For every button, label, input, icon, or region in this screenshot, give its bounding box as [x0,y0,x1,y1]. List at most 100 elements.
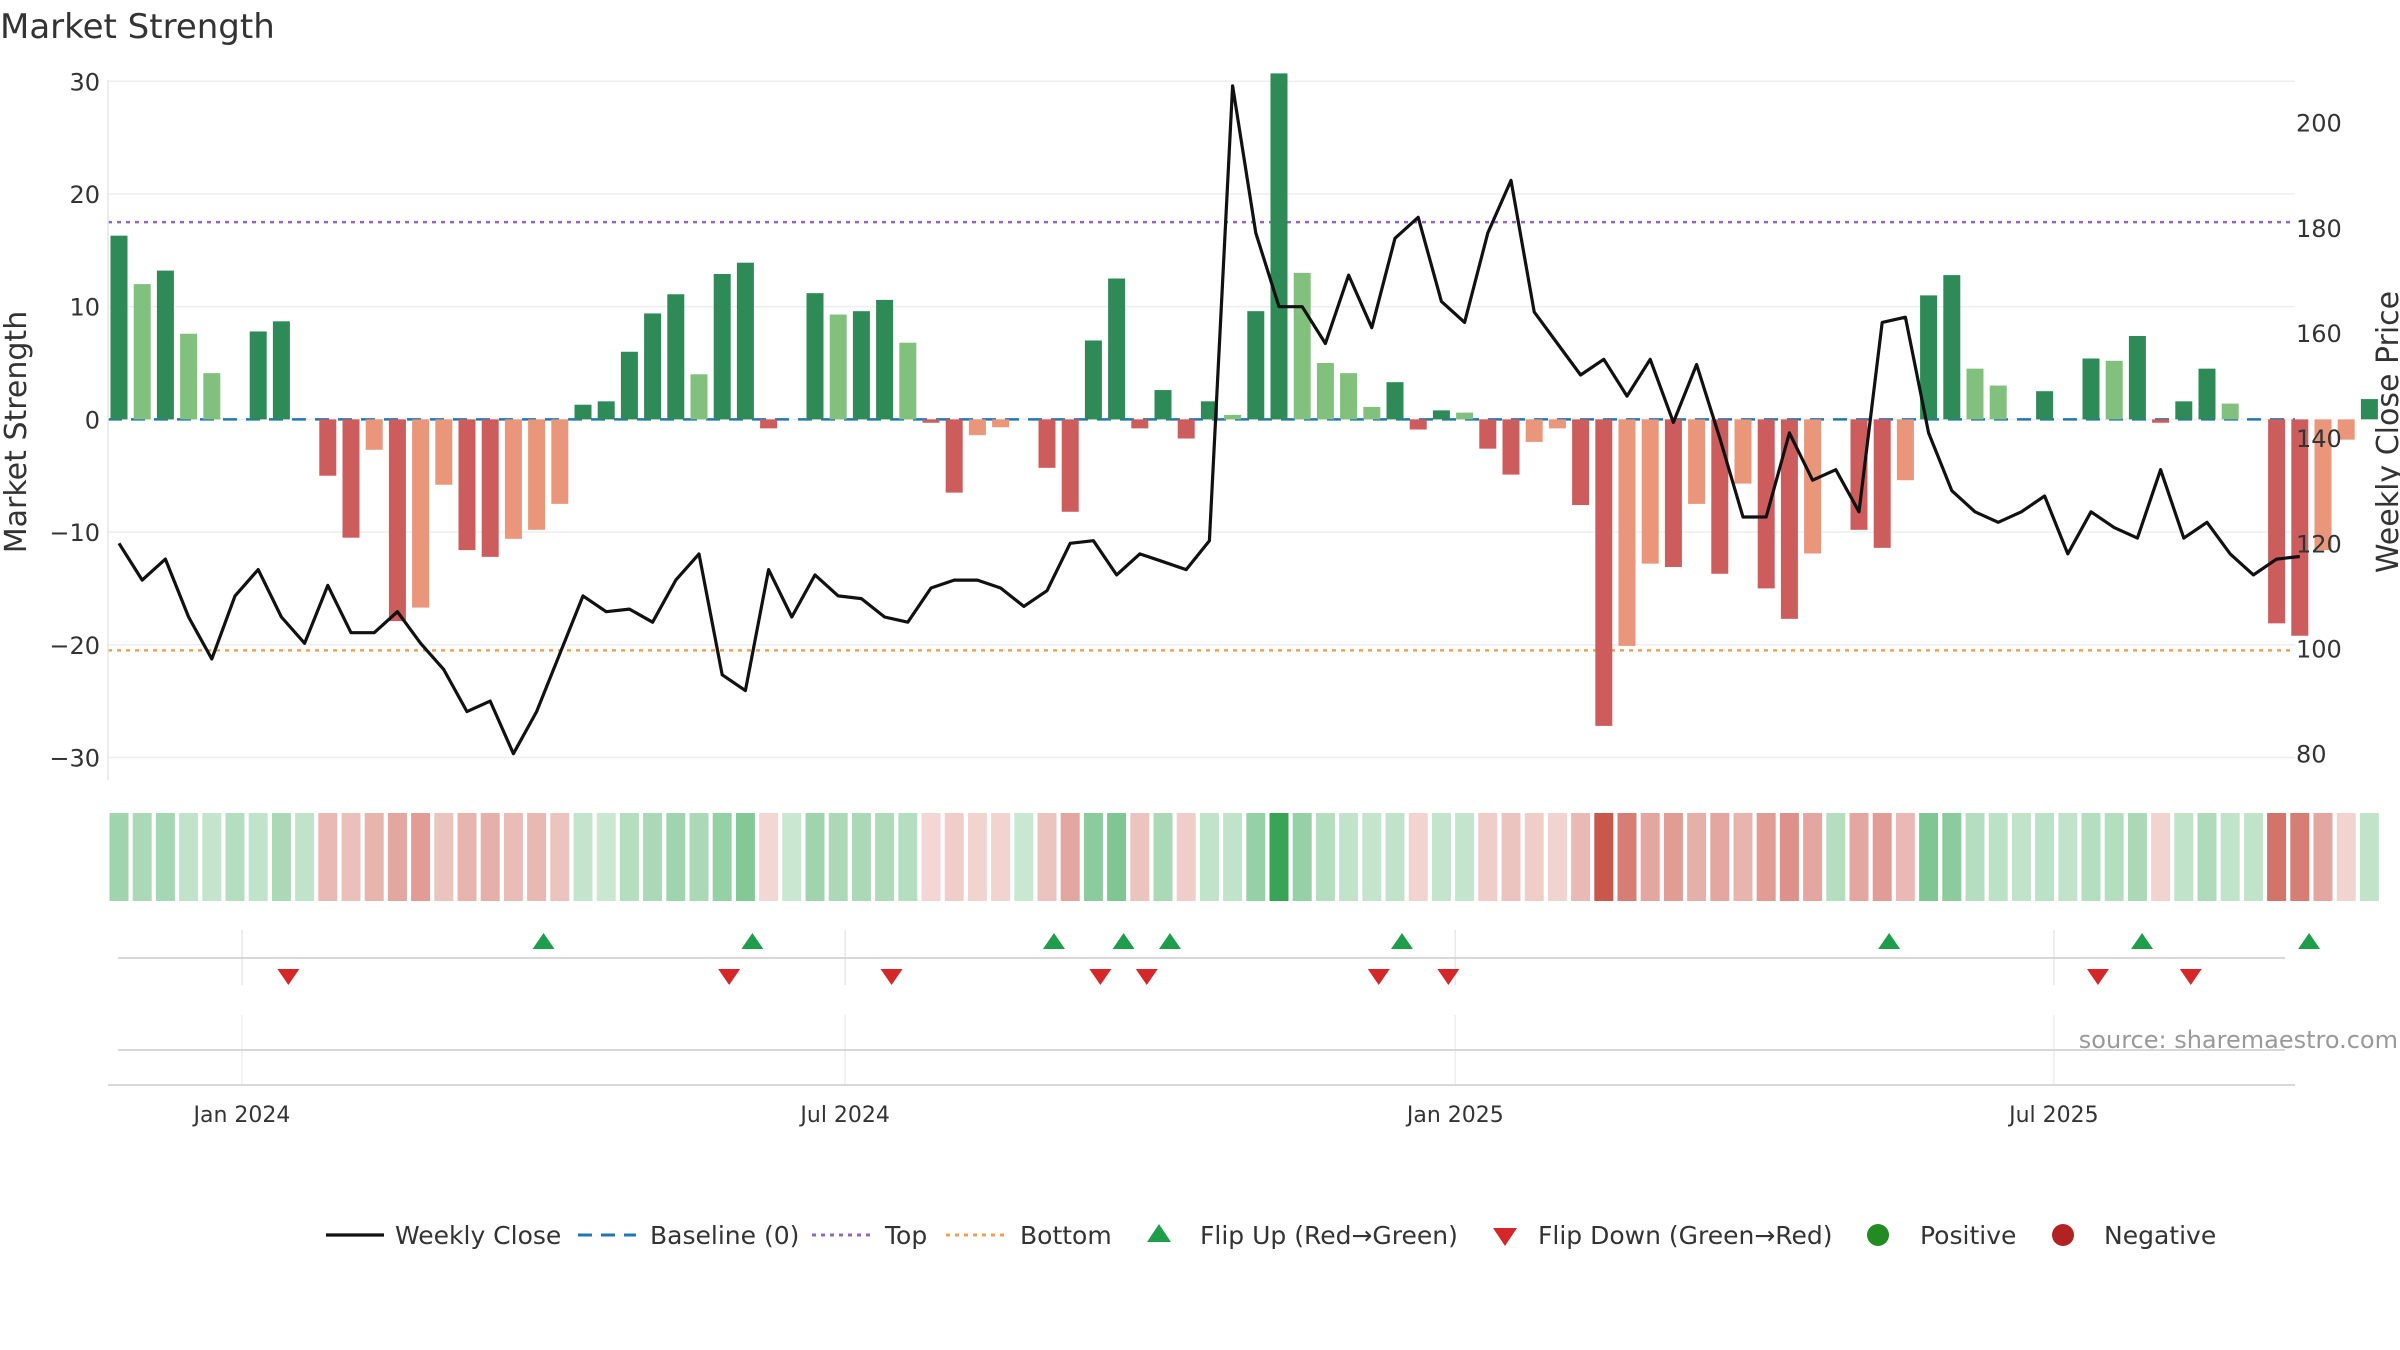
heat-cell [596,813,616,901]
heat-cell [1965,813,1985,901]
strength-bar [342,419,360,538]
strength-bar [2036,391,2054,420]
heat-cell [898,813,918,901]
heat-cell [921,813,941,901]
heat-cell [1315,813,1335,901]
strength-bar [1920,295,1938,420]
legend-swatch-flip-up [1147,1224,1171,1242]
strength-bar [852,311,870,420]
heat-cell [1037,813,1057,901]
heat-cell [225,813,245,901]
heat-cell [1199,813,1219,901]
strength-bar [1896,419,1914,481]
flip-up-marker [1112,933,1135,949]
heat-cell [1779,813,1799,901]
heat-cell [1988,813,2008,901]
strength-bar [620,351,638,420]
strength-bar [481,419,499,557]
strength-bar [365,419,383,450]
strength-bar [319,419,337,476]
heat-cell [1153,813,1173,901]
strength-bar [2291,419,2309,636]
strength-bar [180,333,198,420]
y-tick-label: 20 [69,181,100,209]
strength-bar [1270,73,1288,420]
legend-item: Negative [2052,1221,2216,1250]
heat-cell [1014,813,1034,901]
grid-lines [108,80,2295,1085]
flip-down-marker [1135,969,1158,985]
x-axis: Jan 2024 Jul 2024 Jan 2025 Jul 2025 [108,1049,2295,1128]
heat-cell [2011,813,2031,901]
y2-tick-label: 120 [2296,530,2342,558]
y-tick-label: −30 [49,744,100,772]
flip-down-marker [1437,969,1460,985]
y-tick-label: −20 [49,632,100,660]
y2-tick-label: 180 [2296,215,2342,243]
heat-cell [851,813,871,901]
weekly-close-line [117,84,2300,756]
strength-bar [1363,406,1381,420]
strength-bar [1409,419,1427,430]
heat-cell [1617,813,1637,901]
heat-cell [1826,813,1846,901]
heat-cell [132,813,152,901]
strength-bar [736,262,754,420]
strength-bar [1456,412,1474,420]
strength-bar [1386,382,1404,420]
heat-cell [109,813,129,901]
legend-label: Flip Down (Green→Red) [1538,1221,1833,1250]
heat-cell [991,813,1011,901]
flip-down-marker [1367,969,1390,985]
heat-cell [967,813,987,901]
heat-cell [179,813,199,901]
flip-down-marker [277,969,300,985]
strength-bar [1525,419,1543,442]
strength-bar [1224,414,1242,420]
flip-up-marker [2131,933,2154,949]
x-tick-label: Jul 2025 [2007,1103,2099,1128]
heat-cell [155,813,175,901]
heat-cell [1223,813,1243,901]
heat-cell [202,813,222,901]
legend-label: Negative [2104,1221,2216,1250]
heat-cell [550,813,570,901]
heat-cell [1385,813,1405,901]
strength-bar [1061,419,1079,512]
heat-cell [643,813,663,901]
strength-bar [992,419,1010,428]
heat-cell [1246,813,1266,901]
heat-cell [2220,813,2240,901]
strength-bar [876,299,894,420]
x-tick-label: Jan 2025 [1405,1103,1504,1128]
weekly-close-line-group [117,84,2300,756]
legend-item: Positive [1867,1221,2016,1250]
flip-up-marker [1042,933,1065,949]
strength-bar [1780,419,1798,619]
flip-down-marker [718,969,741,985]
flip-down-marker [1089,969,1112,985]
strength-bar [1595,419,1613,726]
strength-bar [528,419,546,530]
legend-item: Weekly Close [326,1221,561,1250]
strength-heat-strip [109,813,2379,901]
flip-up-marker [1390,933,1413,949]
heat-cell [1872,813,1892,901]
heat-cell [759,813,779,901]
strength-bar [1618,419,1636,646]
heat-cell [1733,813,1753,901]
heat-cell [1919,813,1939,901]
strength-bar [1200,401,1218,420]
chart-title: Market Strength [0,7,275,47]
legend-swatch-flip-down [1493,1228,1517,1246]
heat-cell [318,813,338,901]
strength-bar [1757,419,1775,589]
heat-cell [1431,813,1451,901]
strength-bar [2082,358,2100,420]
strength-bar [2221,403,2239,420]
heat-cell [2104,813,2124,901]
flip-up-marker [2298,933,2321,949]
heat-cell [271,813,291,901]
strength-bar [1479,419,1497,449]
